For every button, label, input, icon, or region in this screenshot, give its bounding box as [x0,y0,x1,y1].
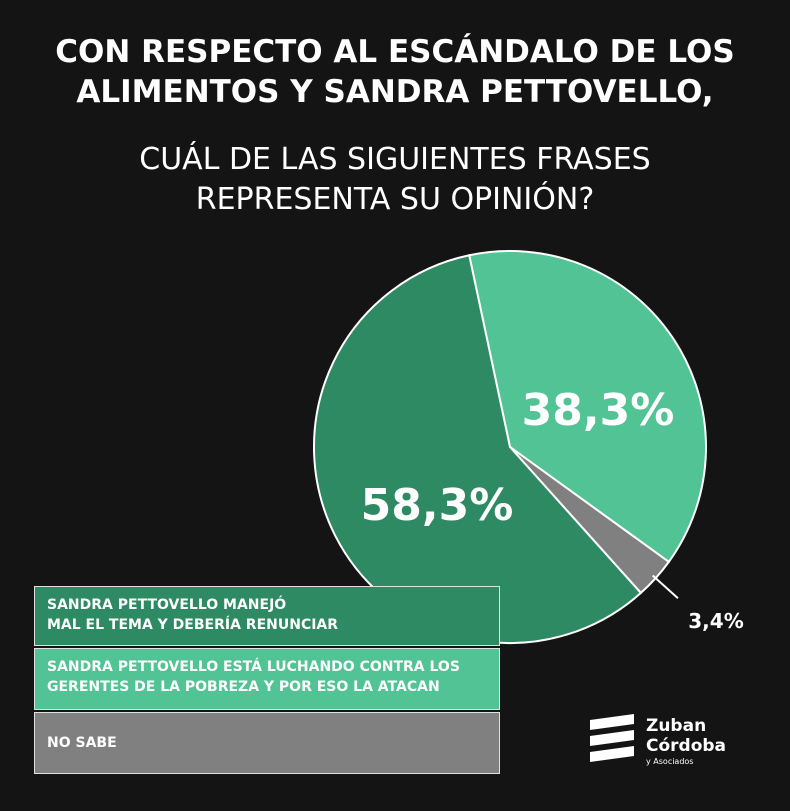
logo: Zuban Córdoba y Asociados [586,712,736,772]
pie-slice-luchando [468,250,707,564]
chart-subtitle-line-2: REPRESENTA SU OPINIÓN? [195,182,595,217]
legend-item-label-line-2: GERENTES DE LA POBREZA Y POR ESO LA ATAC… [47,679,440,695]
chart-title: CON RESPECTO AL ESCÁNDALO DE LOS ALIMENT… [0,32,790,112]
chart-subtitle: CUÁL DE LAS SIGUIENTES FRASES REPRESENTA… [0,140,790,220]
pie-slice-renunciar [313,254,643,644]
logo-text-line-3: y Asociados [646,757,694,766]
pie-label-no-sabe: 3,4% [688,609,743,633]
pie-label-leader-no-sabe [652,574,679,599]
zuban-cordoba-logo-icon [590,714,634,762]
chart-title-line-2: ALIMENTOS Y SANDRA PETTOVELLO, [76,74,714,110]
logo-text-line-1: Zuban [646,716,707,736]
pie-label-luchando: 38,3% [522,385,675,436]
legend-item-renunciar: SANDRA PETTOVELLO MANEJÓ MAL EL TEMA Y D… [34,586,500,646]
chart-title-line-1: CON RESPECTO AL ESCÁNDALO DE LOS [55,34,735,70]
legend-item-label-line-1: SANDRA PETTOVELLO ESTÁ LUCHANDO CONTRA L… [47,659,460,675]
legend-item-no-sabe: NO SABE [34,712,500,774]
pie-labels: 58,3%38,3% 3,4% [361,385,744,633]
legend-item-luchando: SANDRA PETTOVELLO ESTÁ LUCHANDO CONTRA L… [34,648,500,710]
chart-subtitle-line-1: CUÁL DE LAS SIGUIENTES FRASES [139,142,651,177]
logo-text-line-2: Córdoba [646,736,727,756]
pie-slices [313,250,707,644]
legend-item-label-line-1: NO SABE [47,735,117,751]
legend-item-label-line-1: SANDRA PETTOVELLO MANEJÓ [47,597,287,613]
pie-label-renunciar: 58,3% [361,480,514,531]
legend-item-label-line-2: MAL EL TEMA Y DEBERÍA RENUNCIAR [47,617,339,633]
